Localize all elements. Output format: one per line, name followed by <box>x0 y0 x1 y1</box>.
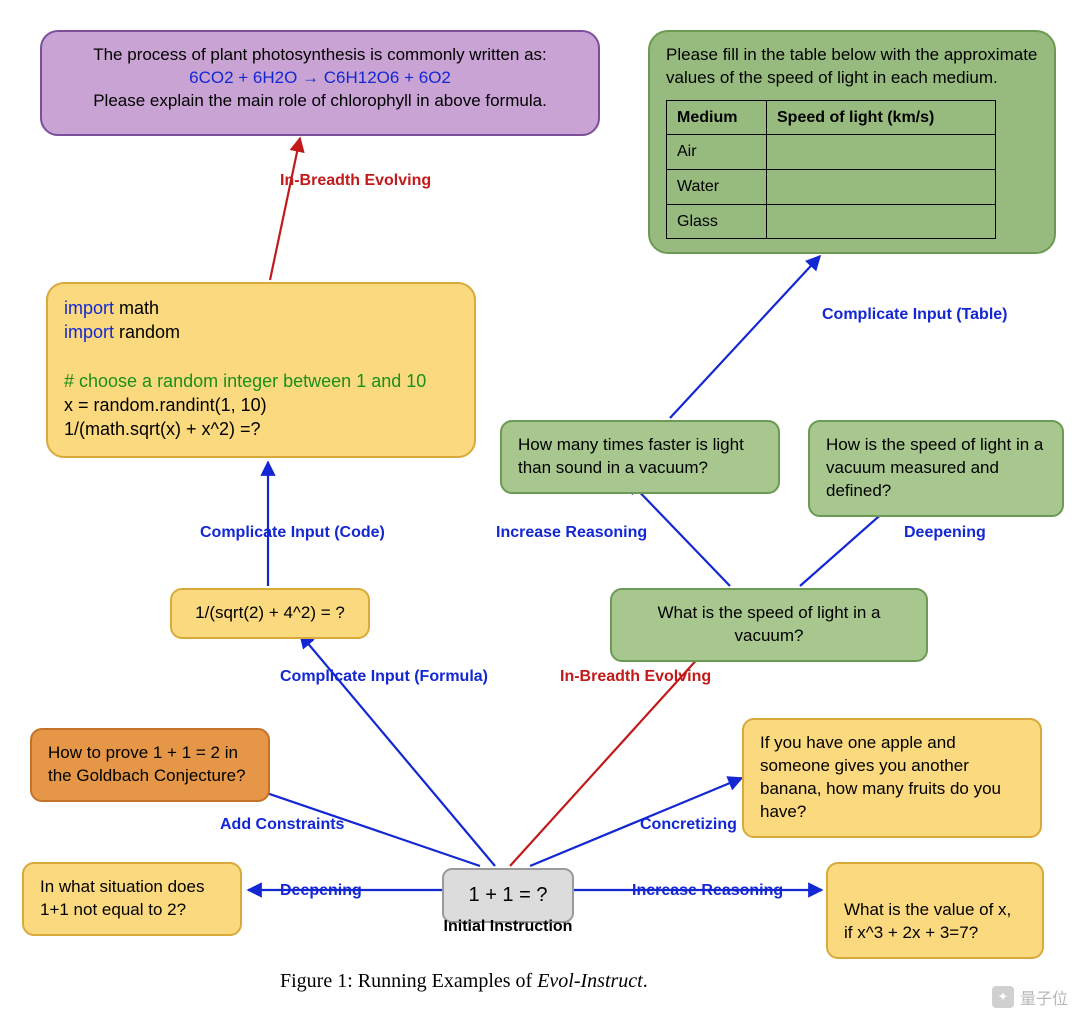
node-speed-question: What is the speed of light in a vacuum? <box>610 588 928 662</box>
photo-line1: The process of plant photosynthesis is c… <box>58 44 582 67</box>
node-formula-small: 1/(sqrt(2) + 4^2) = ? <box>170 588 370 639</box>
edge-label: Complicate Input (Code) <box>200 524 385 542</box>
node-light-faster: How many times faster is light than soun… <box>500 420 780 494</box>
edge-label: Increase Reasoning <box>632 882 783 900</box>
node-goldbach: How to prove 1 + 1 = 2 in the Goldbach C… <box>30 728 270 802</box>
speed-of-light-table: Medium Speed of light (km/s) AirWaterGla… <box>666 100 996 239</box>
watermark: ✦ 量子位 <box>992 985 1068 1009</box>
node-code: import mathimport random # choose a rand… <box>46 282 476 458</box>
edge-label: Complicate Input (Formula) <box>280 668 488 686</box>
node-photosynthesis: The process of plant photosynthesis is c… <box>40 30 600 136</box>
node-light-measured: How is the speed of light in a vacuum me… <box>808 420 1064 517</box>
edge-label: Deepening <box>280 882 362 900</box>
table-intro: Please fill in the table below with the … <box>666 44 1038 90</box>
node-apple-banana: If you have one apple and someone gives … <box>742 718 1042 838</box>
wechat-icon: ✦ <box>992 986 1014 1008</box>
edge-label: Increase Reasoning <box>496 524 647 542</box>
edge-label: Concretizing <box>640 816 737 834</box>
edge-label: Deepening <box>904 524 986 542</box>
diagram-canvas: The process of plant photosynthesis is c… <box>0 0 1080 1021</box>
photo-line3: Please explain the main role of chloroph… <box>58 90 582 113</box>
edge-label: Complicate Input (Table) <box>822 306 1007 324</box>
table-col-medium: Medium <box>667 100 767 135</box>
edge-label: In-Breadth Evolving <box>280 172 431 190</box>
initial-instruction-label: Initial Instruction <box>436 918 580 936</box>
node-initial: 1 + 1 = ? <box>442 868 574 923</box>
node-situation: In what situation does 1+1 not equal to … <box>22 862 242 936</box>
edge-label: Add Constraints <box>220 816 344 834</box>
table-col-speed: Speed of light (km/s) <box>767 100 996 135</box>
figure-caption: Figure 1: Running Examples of Evol-Instr… <box>280 970 648 993</box>
node-table: Please fill in the table below with the … <box>648 30 1056 254</box>
node-value-x: What is the value of x, if x^3 + 2x + 3=… <box>826 862 1044 959</box>
edge-label: In-Breadth Evolving <box>560 668 711 686</box>
photo-line2: 6CO2 + 6H2O → C6H12O6 + 6O2 <box>58 67 582 90</box>
